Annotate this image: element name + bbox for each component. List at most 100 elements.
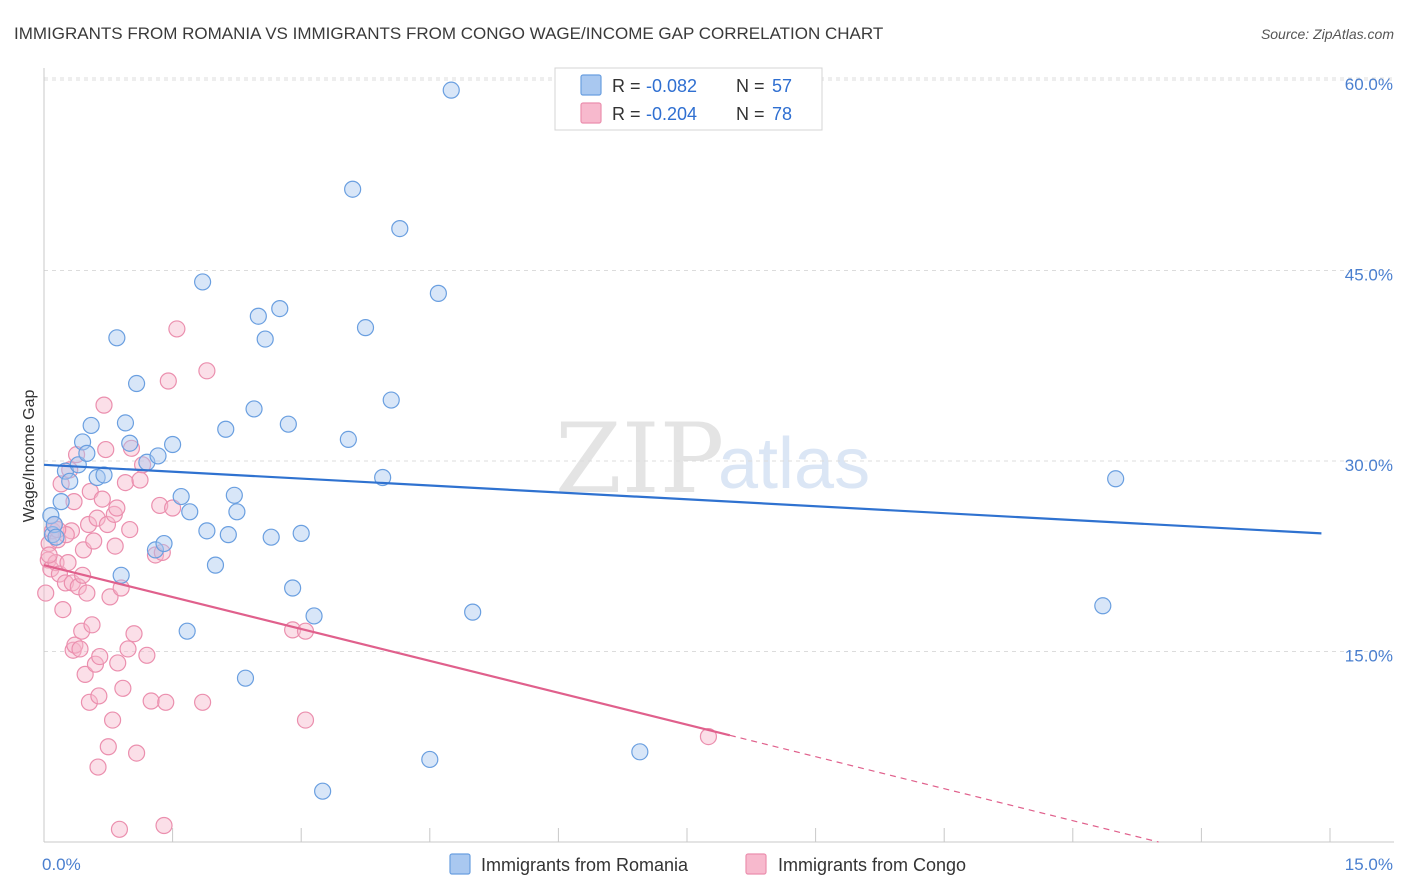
- romania-point: [47, 528, 65, 546]
- romania-point: [228, 503, 246, 521]
- legend-n-label-congo: N =: [736, 104, 765, 124]
- chart-source: Source: ZipAtlas.com: [1261, 26, 1394, 42]
- congo-point: [88, 509, 106, 527]
- watermark-zip: ZIP: [555, 403, 724, 515]
- congo-point: [699, 727, 718, 746]
- romania-point: [61, 472, 79, 490]
- y-tick-label: 45.0%: [1345, 266, 1393, 285]
- congo-point: [110, 820, 129, 838]
- congo-point: [56, 574, 75, 592]
- legend-r-label-congo: R =: [612, 104, 641, 124]
- romania-point: [206, 556, 225, 574]
- romania-point: [194, 273, 212, 291]
- congo-point: [89, 758, 107, 776]
- legend-n-value-romania: 57: [772, 76, 792, 96]
- gridlines: [44, 77, 1394, 652]
- romania-point: [284, 579, 302, 597]
- congo-point: [99, 738, 117, 756]
- y-axis-tick-labels: 15.0% 30.0% 45.0% 60.0%: [1345, 75, 1393, 666]
- congo-point: [121, 520, 139, 539]
- x-axis-tick-labels: 0.0% 15.0%: [42, 855, 1393, 874]
- romania-point: [149, 447, 167, 465]
- congo-point: [103, 711, 122, 729]
- romania-point: [127, 374, 146, 393]
- congo-point: [116, 473, 135, 492]
- congo-point: [106, 537, 124, 555]
- congo-point: [93, 490, 111, 508]
- congo-point: [101, 588, 119, 606]
- romania-point: [292, 524, 310, 542]
- romania-point: [631, 743, 649, 761]
- chart-title: IMMIGRANTS FROM ROMANIA VS IMMIGRANTS FR…: [14, 24, 883, 43]
- romania-point: [442, 81, 460, 99]
- congo-point: [146, 546, 165, 564]
- romania-point: [236, 669, 255, 687]
- y-tick-label: 30.0%: [1345, 456, 1393, 475]
- romania-point: [391, 219, 409, 238]
- romania-point: [217, 420, 235, 438]
- congo-point: [98, 515, 117, 534]
- romania-point: [155, 534, 173, 553]
- congo-point: [155, 816, 173, 835]
- congo-point: [127, 744, 146, 762]
- romania-point: [112, 566, 130, 584]
- congo-point: [79, 515, 98, 534]
- congo-trend-line: [43, 564, 731, 737]
- legend-bottom-swatch-romania: [449, 853, 471, 875]
- congo-point: [73, 622, 91, 640]
- congo-point: [85, 532, 103, 550]
- trend-lines: [43, 463, 1322, 843]
- congo-point: [95, 396, 113, 414]
- romania-point: [181, 503, 199, 521]
- legend-series: Immigrants from Romania Immigrants from …: [449, 853, 966, 875]
- romania-point: [52, 493, 70, 511]
- y-tick-label: 60.0%: [1345, 75, 1393, 94]
- romania-point: [219, 526, 237, 544]
- congo-point: [83, 616, 101, 634]
- congo-point: [90, 687, 108, 705]
- legend-swatch-congo: [580, 102, 602, 124]
- congo-point: [57, 526, 75, 544]
- congo-point: [159, 372, 177, 390]
- legend-bottom-label-romania: Immigrants from Romania: [481, 855, 689, 875]
- romania-point: [78, 444, 96, 462]
- romania-point: [256, 330, 274, 348]
- romania-point: [339, 430, 357, 449]
- congo-point: [91, 647, 109, 666]
- y-axis-label: Wage/Income Gap: [21, 390, 38, 523]
- congo-point: [164, 499, 182, 517]
- romania-point: [314, 782, 332, 800]
- series-romania-points: [42, 81, 1125, 800]
- series-congo-points: [37, 320, 718, 838]
- romania-point: [225, 486, 243, 504]
- congo-point: [296, 711, 315, 729]
- romania-point: [42, 507, 60, 525]
- romania-trend-line: [43, 463, 1322, 535]
- romania-point: [116, 414, 135, 432]
- legend-n-value-congo: 78: [772, 104, 792, 124]
- congo-point: [125, 625, 143, 643]
- romania-point: [45, 515, 63, 534]
- congo-point: [59, 553, 77, 572]
- legend-r-label-romania: R =: [612, 76, 641, 96]
- romania-point: [1107, 470, 1125, 488]
- romania-point: [121, 434, 139, 452]
- congo-point: [142, 692, 160, 710]
- romania-point: [146, 541, 165, 559]
- congo-point: [40, 546, 58, 564]
- congo-point: [37, 584, 55, 602]
- congo-point: [65, 493, 83, 511]
- congo-point: [131, 471, 149, 489]
- romania-point: [198, 522, 216, 540]
- y-tick-label: 15.0%: [1345, 647, 1393, 666]
- congo-point: [81, 482, 99, 501]
- legend-bottom-label-congo: Immigrants from Congo: [778, 855, 966, 875]
- romania-point: [245, 400, 263, 418]
- romania-point: [178, 622, 196, 640]
- romania-point: [382, 391, 400, 409]
- legend-r-value-romania: -0.082: [646, 76, 697, 96]
- congo-point: [54, 600, 72, 619]
- congo-point: [76, 665, 94, 683]
- romania-point: [305, 607, 323, 625]
